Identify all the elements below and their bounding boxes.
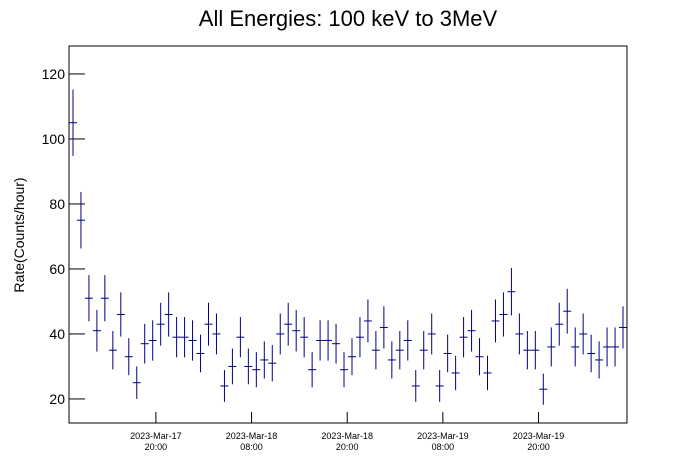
x-tick-label: 20:00 <box>527 442 550 452</box>
x-tick-label: 2023-Mar-19 <box>513 431 565 441</box>
y-tick-label: 40 <box>49 326 65 342</box>
x-tick-label: 20:00 <box>336 442 359 452</box>
x-tick-label: 2023-Mar-18 <box>321 431 373 441</box>
y-tick-label: 20 <box>49 391 65 407</box>
y-axis-label: Rate(Counts/hour) <box>11 177 27 292</box>
x-tick-label: 08:00 <box>432 442 455 452</box>
x-tick-label: 08:00 <box>240 442 263 452</box>
y-tick-label: 60 <box>49 261 65 277</box>
y-tick-label: 120 <box>42 66 66 82</box>
x-tick-label: 2023-Mar-17 <box>130 431 182 441</box>
data-layer <box>69 89 627 405</box>
plot-frame <box>68 45 628 424</box>
x-tick-label: 2023-Mar-19 <box>417 431 469 441</box>
y-tick-label: 100 <box>42 131 66 147</box>
x-tick-label: 20:00 <box>145 442 168 452</box>
x-tick-label: 2023-Mar-18 <box>226 431 278 441</box>
chart-title: All Energies: 100 keV to 3MeV <box>199 6 498 31</box>
y-tick-label: 80 <box>49 196 65 212</box>
